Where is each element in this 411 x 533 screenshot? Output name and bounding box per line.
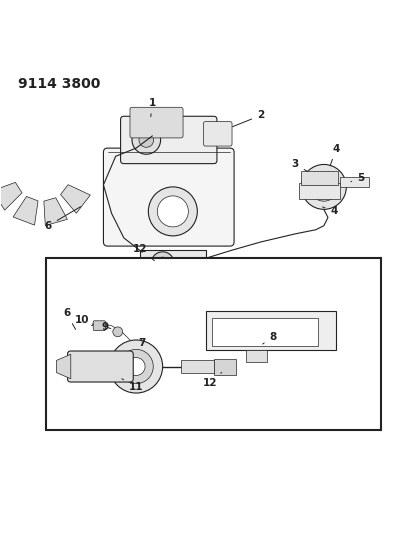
Text: 7: 7 [139,338,146,348]
Text: 3: 3 [292,159,307,171]
FancyBboxPatch shape [93,321,106,330]
Circle shape [148,187,197,236]
Text: 12: 12 [133,244,155,261]
Circle shape [139,133,154,147]
FancyBboxPatch shape [67,351,133,382]
Polygon shape [44,198,67,225]
FancyBboxPatch shape [130,107,183,138]
FancyBboxPatch shape [299,183,340,199]
Polygon shape [13,197,38,225]
FancyBboxPatch shape [181,360,214,373]
Text: 9: 9 [102,322,111,332]
Circle shape [119,349,153,384]
Polygon shape [0,182,22,210]
Circle shape [151,252,174,274]
Circle shape [301,165,346,209]
FancyBboxPatch shape [212,318,318,346]
Circle shape [132,126,161,154]
FancyBboxPatch shape [104,148,234,246]
Bar [46,259,381,430]
Circle shape [157,196,188,227]
Circle shape [127,358,145,375]
Text: 12: 12 [202,373,222,388]
Polygon shape [246,350,267,362]
Text: 6: 6 [63,309,76,329]
FancyBboxPatch shape [301,171,338,185]
Polygon shape [60,185,90,213]
Text: 1: 1 [149,98,156,117]
Text: 5: 5 [351,173,364,182]
Circle shape [309,173,338,201]
FancyBboxPatch shape [214,359,236,375]
Text: 10: 10 [75,314,93,325]
Polygon shape [56,354,71,379]
Circle shape [157,257,169,269]
Text: 9114 3800: 9114 3800 [18,77,100,91]
Text: 4: 4 [330,144,340,166]
FancyBboxPatch shape [120,116,217,164]
Text: 4: 4 [323,206,338,215]
Circle shape [113,327,122,337]
Polygon shape [340,177,369,187]
Text: 2: 2 [233,110,264,127]
Text: 8: 8 [263,332,277,344]
Circle shape [110,340,163,393]
FancyBboxPatch shape [206,311,336,350]
Text: 11: 11 [122,379,143,392]
FancyBboxPatch shape [203,122,232,146]
FancyBboxPatch shape [140,250,206,277]
Text: 6: 6 [45,207,81,231]
